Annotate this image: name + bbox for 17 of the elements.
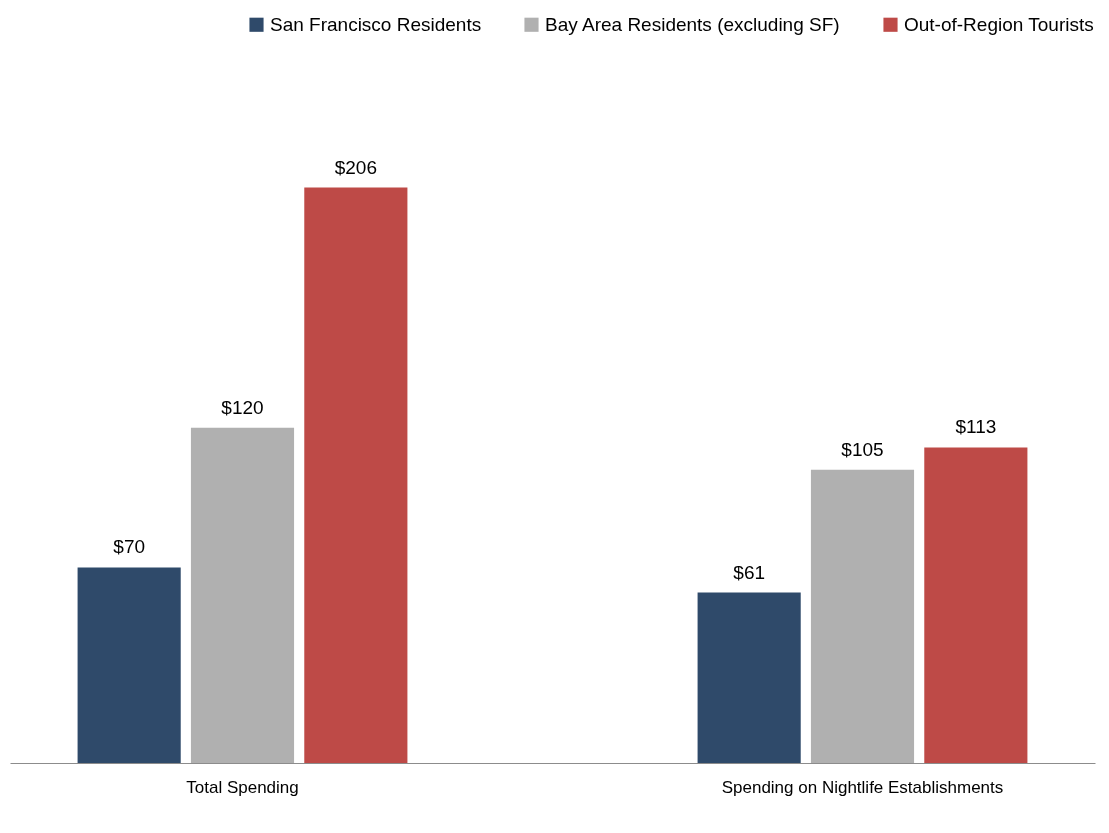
data-label: $113 — [955, 416, 997, 438]
bar — [304, 187, 408, 763]
bar — [77, 567, 181, 763]
data-label: $206 — [334, 156, 377, 178]
data-label: $70 — [113, 536, 145, 558]
data-label: $105 — [841, 438, 884, 460]
x-tick-label: Total Spending — [186, 777, 299, 797]
legend-label: San Francisco Residents — [270, 13, 482, 35]
bar — [697, 592, 801, 763]
bar — [924, 447, 1028, 763]
legend-label: Bay Area Residents (excluding SF) — [545, 13, 840, 35]
x-tick-label: Spending on Nightlife Establishments — [721, 777, 1004, 797]
data-label: $61 — [733, 561, 765, 583]
data-label: $120 — [221, 396, 264, 418]
bar — [190, 427, 295, 763]
bar — [810, 469, 915, 763]
legend-label: Out-of-Region Tourists — [904, 13, 1094, 35]
